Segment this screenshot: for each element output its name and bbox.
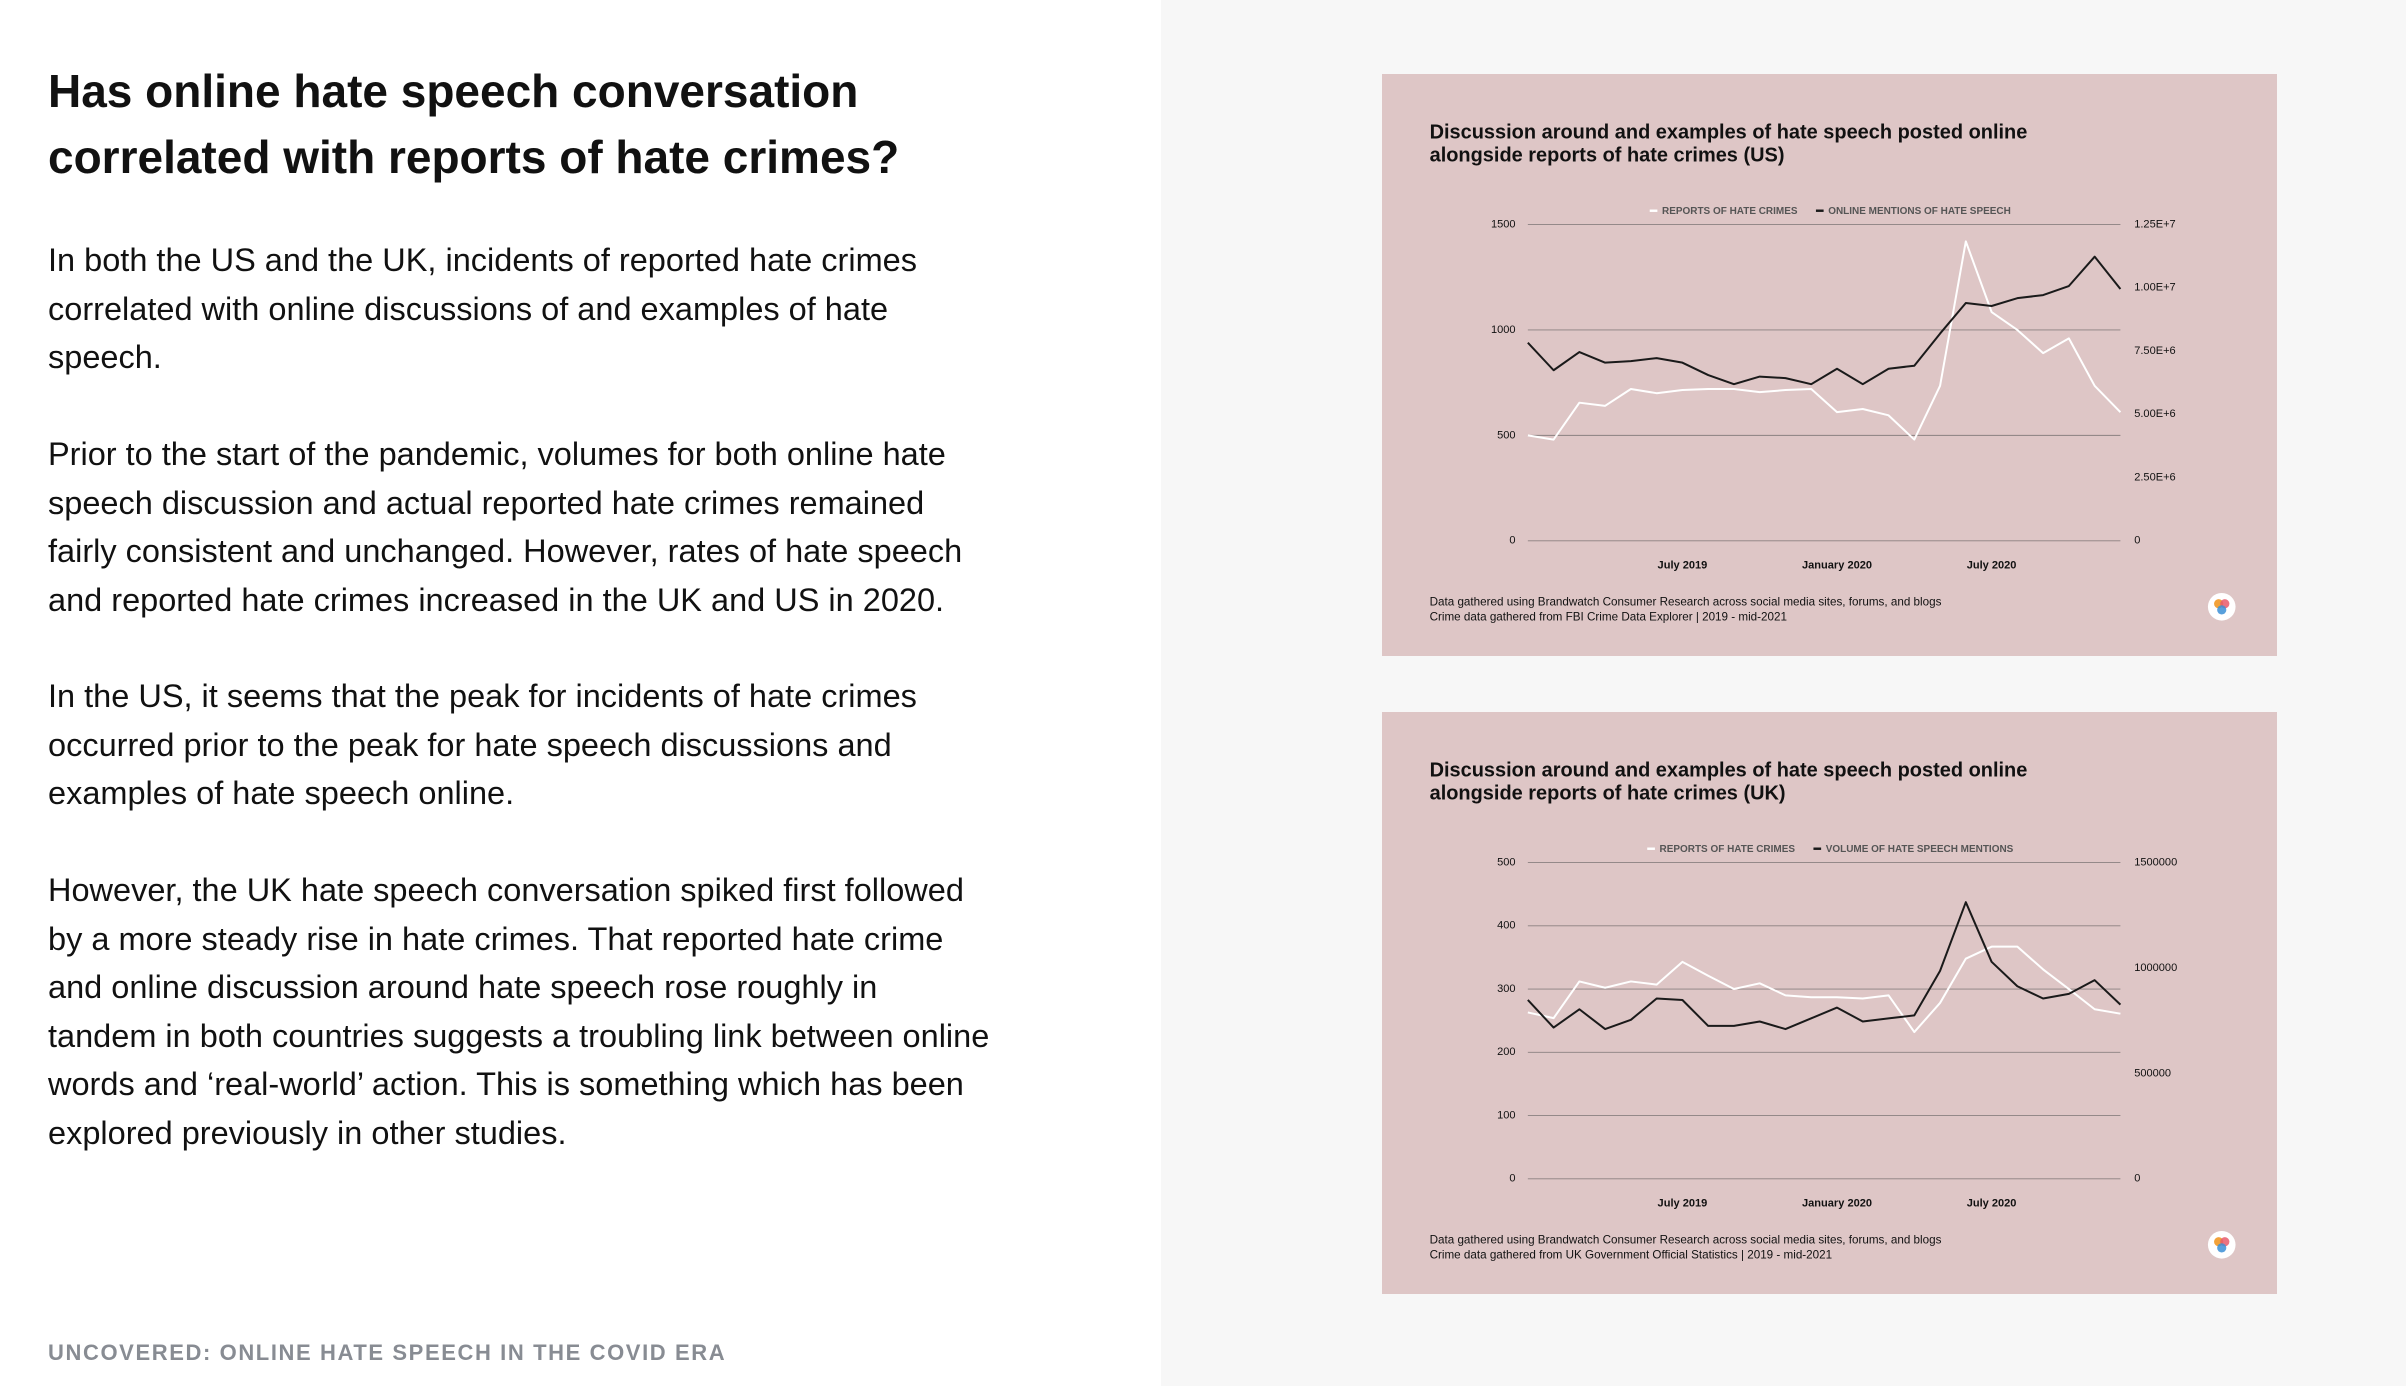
legend: REPORTS OF HATE CRIMES ONLINE MENTIONS OF… (1649, 206, 2011, 217)
chart-title: Discussion around and examples of hate s… (1429, 120, 2028, 167)
legend-label: ONLINE MENTIONS OF HATE SPEECH (1828, 206, 2011, 217)
series-line (1527, 240, 2122, 441)
y-tick-label: 0 (1509, 535, 1515, 547)
y-tick-label: 100 (1497, 1109, 1515, 1121)
y-tick-label: 300 (1497, 983, 1515, 995)
x-tick-label: July 2019 (1658, 1197, 1708, 1209)
footnote: Crime data gathered from FBI Crime Data … (1430, 611, 1787, 624)
footer: UNCOVERED: ONLINE HATE SPEECH IN THE COV… (48, 1340, 727, 1365)
y2-tick-label: 1.25E+7 (2134, 218, 2175, 230)
legend-label: REPORTS OF HATE CRIMES (1660, 844, 1796, 855)
y-tick-label: 500 (1497, 429, 1515, 441)
legend: REPORTS OF HATE CRIMES VOLUME OF HATE SPE… (1647, 844, 2014, 855)
paragraph: In both the US and the UK, incidents of … (48, 242, 917, 375)
chart-panel: Discussion around and examples of hate s… (1382, 712, 2277, 1294)
y2-tick-label: 1000000 (2134, 962, 2177, 974)
footnote: Data gathered using Brandwatch Consumer … (1430, 595, 1942, 608)
y-tick-label: 1500 (1491, 218, 1516, 230)
paragraph: However, the UK hate speech conversation… (48, 872, 990, 1151)
y-tick-label: 400 (1497, 920, 1515, 932)
x-tick-label: July 2020 (1967, 1197, 2017, 1209)
logo (2207, 592, 2236, 621)
logo-dot (2217, 605, 2227, 615)
x-tick-label: July 2020 (1967, 559, 2017, 571)
y-tick-label: 0 (1509, 1173, 1515, 1185)
legend-label: REPORTS OF HATE CRIMES (1662, 206, 1798, 217)
logo (2207, 1230, 2236, 1259)
y2-tick-label: 5.00E+6 (2134, 408, 2175, 420)
x-tick-label: July 2019 (1658, 559, 1708, 571)
legend-label: VOLUME OF HATE SPEECH MENTIONS (1826, 844, 2014, 855)
series-line (1527, 255, 2122, 386)
chart: Discussion around and examples of hate s… (1429, 758, 2236, 1262)
y2-tick-label: 7.50E+6 (2134, 345, 2175, 357)
y2-tick-label: 500000 (2134, 1067, 2171, 1079)
y2-tick-label: 1500000 (2134, 856, 2177, 868)
y2-tick-label: 1.00E+7 (2134, 282, 2175, 294)
y2-tick-label: 0 (2134, 535, 2140, 547)
series-line (1527, 945, 2121, 1034)
y2-tick-label: 2.50E+6 (2134, 471, 2175, 483)
chart-title-box: Discussion around and examples of hate s… (1429, 120, 2028, 167)
x-tick-label: January 2020 (1802, 559, 1872, 571)
chart: Discussion around and examples of hate s… (1429, 120, 2236, 624)
y2-tick-label: 0 (2134, 1173, 2140, 1185)
y-tick-label: 200 (1497, 1046, 1515, 1058)
chart-panel: Discussion around and examples of hate s… (1382, 74, 2277, 656)
x-tick-label: January 2020 (1802, 1197, 1872, 1209)
paragraph: Prior to the start of the pandemic, volu… (48, 436, 963, 618)
y-tick-label: 500 (1497, 856, 1515, 868)
footnote: Data gathered using Brandwatch Consumer … (1430, 1233, 1942, 1246)
chart-title-box: Discussion around and examples of hate s… (1429, 758, 2028, 805)
series-line (1527, 901, 2122, 1031)
paragraph: In the US, it seems that the peak for in… (48, 678, 917, 811)
logo-dot (2217, 1243, 2227, 1253)
footnote: Crime data gathered from UK Government O… (1430, 1249, 1833, 1262)
y-tick-label: 1000 (1491, 324, 1516, 336)
text-column: Has online hate speech conversation corr… (0, 0, 1161, 1386)
chart-title: Discussion around and examples of hate s… (1429, 758, 2028, 805)
heading: Has online hate speech conversation corr… (48, 65, 900, 183)
